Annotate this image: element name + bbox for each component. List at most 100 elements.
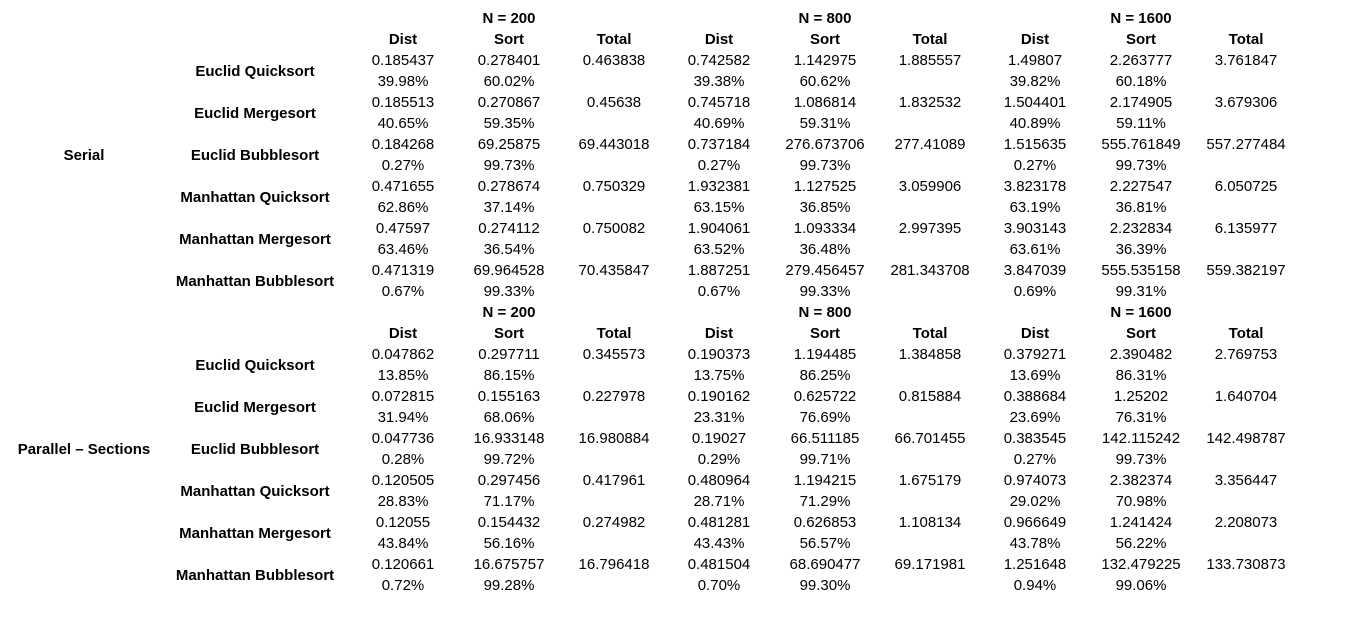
- total-value: 69.443018: [578, 136, 650, 153]
- blank-cell: [1194, 407, 1298, 428]
- sort-percent: 99.28%: [483, 577, 535, 594]
- dist-value: 1.49807: [1007, 52, 1063, 69]
- sort-value: 276.673706: [785, 136, 865, 153]
- sort-percent: 99.73%: [1115, 451, 1167, 468]
- total-value: 0.417961: [582, 472, 646, 489]
- sort-percent: 76.31%: [1115, 409, 1167, 426]
- section-label: Parallel – Sections: [17, 440, 151, 458]
- sort-percent: 76.69%: [799, 409, 851, 426]
- sort-percent: 60.02%: [483, 73, 535, 90]
- algorithm-label: Manhattan Mergesort: [179, 230, 331, 248]
- blank-cell: [878, 239, 982, 260]
- dist-percent: 28.71%: [693, 493, 745, 510]
- dist-value: 0.120505: [371, 472, 435, 489]
- dist-percent: 0.94%: [1013, 577, 1057, 594]
- dist-percent: 40.69%: [693, 115, 745, 132]
- blank-cell: [982, 8, 1088, 29]
- sort-value: 279.456457: [785, 262, 865, 279]
- blank-cell: [562, 365, 666, 386]
- size-header-n200: N = 200: [482, 10, 536, 27]
- dist-percent: 0.67%: [697, 283, 741, 300]
- blank-cell: [878, 113, 982, 134]
- size-header-n1600: N = 1600: [1110, 10, 1172, 27]
- total-value: 0.45638: [586, 94, 642, 111]
- dist-percent: 23.31%: [693, 409, 745, 426]
- total-value: 2.208073: [1214, 514, 1278, 531]
- dist-percent: 63.52%: [693, 241, 745, 258]
- sort-value: 2.382374: [1109, 472, 1173, 489]
- sort-percent: 59.35%: [483, 115, 535, 132]
- dist-percent: 43.84%: [377, 535, 429, 552]
- dist-value: 0.12055: [375, 514, 431, 531]
- dist-percent: 31.94%: [377, 409, 429, 426]
- blank-cell: [1194, 491, 1298, 512]
- sort-header: Sort: [810, 31, 840, 48]
- table-row-percent: 43.84% 56.16% 43.43% 56.57% 43.78% 56.22%: [0, 533, 1298, 554]
- table-row-percent: 0.27% 99.73% 0.27% 99.73% 0.27% 99.73%: [0, 155, 1298, 176]
- blank-cell: [1194, 8, 1298, 29]
- sort-value: 0.154432: [477, 514, 541, 531]
- sort-value: 1.194215: [793, 472, 857, 489]
- algorithm-label: Manhattan Quicksort: [180, 482, 330, 500]
- sort-value: 0.278674: [477, 178, 541, 195]
- blank-cell: [562, 281, 666, 302]
- total-value: 69.171981: [894, 556, 966, 573]
- sort-value: 555.535158: [1101, 262, 1181, 279]
- total-value: 277.41089: [894, 136, 966, 153]
- sort-value: 555.761849: [1101, 136, 1181, 153]
- blank-cell: [160, 8, 350, 29]
- sort-value: 2.174905: [1109, 94, 1173, 111]
- sort-header: Sort: [810, 325, 840, 342]
- total-value: 133.730873: [1206, 556, 1286, 573]
- total-value: 1.885557: [898, 52, 962, 69]
- sort-percent: 86.25%: [799, 367, 851, 384]
- sort-percent: 86.31%: [1115, 367, 1167, 384]
- sort-value: 0.155163: [477, 388, 541, 405]
- sort-percent: 86.15%: [483, 367, 535, 384]
- dist-value: 0.047736: [371, 430, 435, 447]
- dist-percent: 0.28%: [381, 451, 425, 468]
- total-value: 70.435847: [578, 262, 650, 279]
- dist-value: 0.190162: [687, 388, 751, 405]
- total-value: 142.498787: [1206, 430, 1286, 447]
- dist-value: 0.072815: [371, 388, 435, 405]
- table-row-percent: 40.65% 59.35% 40.69% 59.31% 40.89% 59.11%: [0, 113, 1298, 134]
- algorithm-label: Euclid Bubblesort: [190, 146, 320, 164]
- sort-percent: 59.11%: [1116, 115, 1166, 132]
- column-header-row: Dist Sort Total Dist Sort Total Dist Sort Total: [0, 323, 1298, 344]
- dist-header: Dist: [1020, 31, 1050, 48]
- total-value: 1.384858: [898, 346, 962, 363]
- sort-percent: 59.31%: [799, 115, 851, 132]
- sort-value: 1.093334: [793, 220, 857, 237]
- dist-value: 0.19027: [691, 430, 747, 447]
- dist-percent: 13.75%: [693, 367, 745, 384]
- sort-percent: 36.39%: [1115, 241, 1167, 258]
- dist-value: 0.745718: [687, 94, 751, 111]
- sort-value: 1.086814: [793, 94, 857, 111]
- blank-cell: [562, 71, 666, 92]
- blank-cell: [562, 491, 666, 512]
- sort-percent: 99.73%: [1115, 157, 1167, 174]
- dist-percent: 62.86%: [377, 199, 429, 216]
- total-header: Total: [596, 31, 632, 48]
- blank-cell: [1194, 113, 1298, 134]
- blank-cell: [878, 365, 982, 386]
- dist-header: Dist: [704, 325, 734, 342]
- total-header: Total: [1228, 31, 1264, 48]
- total-value: 3.761847: [1214, 52, 1278, 69]
- total-value: 66.701455: [894, 430, 966, 447]
- blank-cell: [562, 449, 666, 470]
- dist-percent: 43.78%: [1009, 535, 1061, 552]
- dist-percent: 63.15%: [693, 199, 745, 216]
- dist-value: 0.47597: [375, 220, 431, 237]
- table-row: Manhattan Mergesort 0.47597 0.274112 0.7500…: [0, 218, 1298, 248]
- table-row-percent: 63.46% 36.54% 63.52% 36.48% 63.61% 36.39%: [0, 239, 1298, 260]
- table-row: Manhattan Quicksort 0.120505 0.297456 0.417…: [0, 470, 1298, 500]
- dist-value: 1.515635: [1003, 136, 1067, 153]
- total-header: Total: [912, 325, 948, 342]
- dist-value: 0.388684: [1003, 388, 1067, 405]
- sort-percent: 99.73%: [799, 157, 851, 174]
- sort-header: Sort: [494, 325, 524, 342]
- algorithm-label: Euclid Bubblesort: [190, 440, 320, 458]
- dist-percent: 39.82%: [1009, 73, 1061, 90]
